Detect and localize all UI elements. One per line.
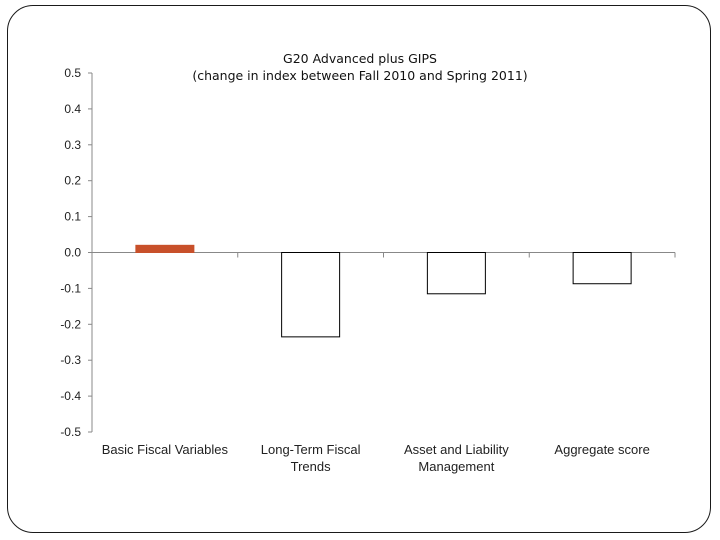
y-tick-label: 0.2 xyxy=(64,174,81,188)
x-category-label: Basic Fiscal Variables xyxy=(102,442,229,457)
x-category-label: Trends xyxy=(291,459,331,474)
bar xyxy=(135,244,195,254)
x-category-label: Asset and Liability xyxy=(404,442,509,457)
y-tick-label: -0.3 xyxy=(60,353,81,367)
x-category-label: Management xyxy=(418,459,494,474)
x-category-label: Long-Term Fiscal xyxy=(261,442,361,457)
bar xyxy=(572,252,632,285)
x-category-label: Aggregate score xyxy=(554,442,649,457)
slide-frame xyxy=(7,5,711,533)
y-tick-label: -0.1 xyxy=(60,281,81,295)
y-tick-label: -0.4 xyxy=(60,389,81,403)
chart-title: G20 Advanced plus GIPS xyxy=(283,51,437,66)
y-tick-label: -0.5 xyxy=(60,425,81,439)
bar xyxy=(281,252,341,338)
y-tick-label: -0.2 xyxy=(60,317,81,331)
y-tick-label: 0.5 xyxy=(64,66,81,80)
y-tick-label: 0.1 xyxy=(64,210,81,224)
y-tick-label: 0.3 xyxy=(64,138,81,152)
bar xyxy=(426,252,486,295)
y-tick-label: 0.0 xyxy=(64,246,81,260)
y-tick-label: 0.4 xyxy=(64,102,81,116)
chart-subtitle: (change in index between Fall 2010 and S… xyxy=(192,68,527,83)
